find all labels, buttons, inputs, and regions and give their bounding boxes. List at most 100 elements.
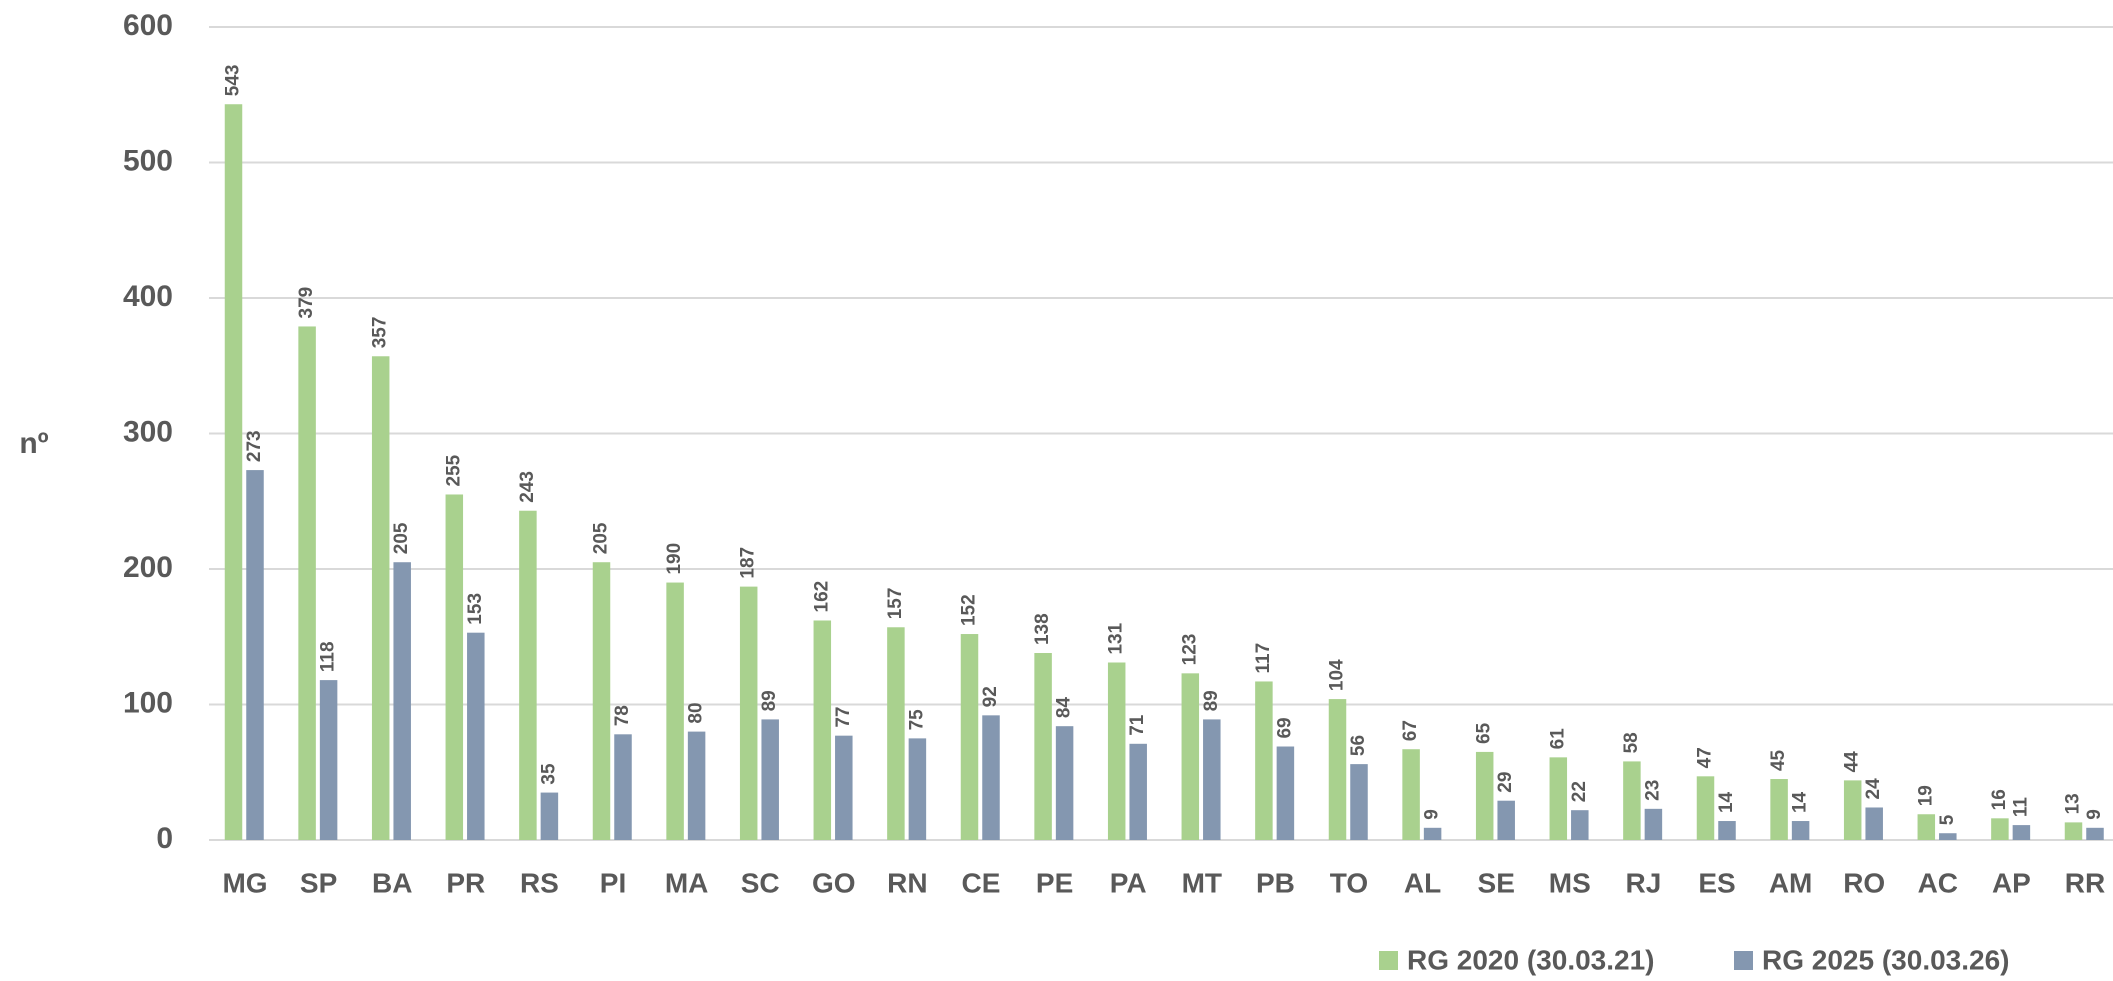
bar (1497, 800, 1515, 840)
x-tick-label: PB (1256, 867, 1295, 898)
x-tick-label: MA (665, 867, 709, 898)
bar (2012, 825, 2031, 840)
value-label: 13 (2063, 793, 2084, 814)
value-label: 56 (1348, 735, 1369, 756)
bar (1791, 821, 1810, 840)
value-label: 273 (244, 430, 265, 462)
x-tick-label: RR (2065, 867, 2105, 898)
bar (761, 719, 779, 840)
value-label: 104 (1327, 659, 1348, 691)
bar (982, 715, 1000, 840)
bar (371, 356, 390, 840)
bar (1350, 764, 1368, 840)
value-label: 75 (906, 709, 927, 731)
x-tick-label: RN (887, 867, 927, 898)
bar (1696, 776, 1715, 840)
bar (687, 731, 706, 840)
value-label: 379 (296, 287, 317, 319)
bar (1644, 808, 1663, 840)
y-tick-label: 100 (123, 686, 173, 719)
value-label: 131 (1106, 622, 1127, 654)
x-tick-label: MS (1549, 867, 1591, 898)
bar (246, 470, 264, 840)
value-label: 255 (443, 454, 464, 486)
bar (1623, 761, 1641, 840)
value-label: 44 (1842, 751, 1863, 773)
value-label: 123 (1179, 634, 1200, 666)
bar (1034, 653, 1052, 840)
bar (319, 680, 338, 840)
x-tick-label: PI (600, 867, 626, 898)
bar (1991, 818, 2009, 840)
bar (1571, 810, 1589, 840)
value-label: 77 (833, 707, 854, 728)
value-label: 78 (612, 705, 633, 726)
value-label: 205 (591, 522, 612, 554)
value-label: 152 (959, 594, 980, 626)
value-label: 89 (1201, 690, 1222, 711)
bar (908, 738, 927, 840)
bar (813, 620, 832, 840)
y-tick-label: 500 (123, 144, 173, 177)
bar (1255, 681, 1273, 840)
bar (467, 632, 485, 840)
bar (666, 582, 684, 840)
value-label: 205 (391, 522, 412, 554)
value-label: 16 (1989, 789, 2010, 810)
x-tick-label: BA (372, 867, 412, 898)
x-tick-label: RO (1843, 867, 1885, 898)
value-label: 543 (223, 65, 244, 97)
bar (1181, 673, 1200, 840)
bar (540, 792, 559, 840)
value-label: 47 (1695, 747, 1716, 768)
bar (1718, 821, 1736, 840)
value-label: 92 (980, 686, 1001, 707)
y-tick-label: 400 (123, 280, 173, 313)
x-tick-label: SE (1478, 867, 1515, 898)
bar (2086, 827, 2104, 840)
bar (1843, 780, 1862, 840)
bar (445, 494, 464, 840)
x-tick-label: AM (1769, 867, 1813, 898)
legend-swatch (1379, 951, 1398, 970)
bar (614, 734, 632, 840)
value-label: 14 (1790, 791, 1811, 813)
bar (887, 627, 905, 840)
value-label: 29 (1495, 772, 1516, 793)
value-label: 71 (1127, 714, 1148, 736)
x-tick-label: TO (1330, 867, 1368, 898)
bar (2064, 822, 2083, 840)
value-label: 89 (759, 690, 780, 711)
x-tick-label: AC (1918, 867, 1958, 898)
x-tick-label: PR (446, 867, 485, 898)
value-label: 65 (1474, 722, 1495, 744)
y-tick-label: 0 (156, 822, 173, 855)
bar (1129, 743, 1147, 840)
y-axis-label: nº (19, 427, 48, 460)
bar (224, 104, 243, 841)
bar (592, 562, 611, 840)
bar (1276, 746, 1295, 840)
y-tick-label: 200 (123, 551, 173, 584)
x-tick-label: ES (1698, 867, 1735, 898)
bar (393, 562, 411, 840)
y-tick-label: 600 (123, 9, 173, 42)
bar (1203, 719, 1221, 840)
value-label: 11 (2010, 797, 2031, 818)
value-label: 138 (1032, 613, 1053, 645)
bar (1475, 751, 1494, 840)
x-tick-label: PA (1110, 867, 1147, 898)
value-label: 24 (1863, 778, 1884, 800)
bar (739, 586, 758, 840)
bar (1770, 779, 1788, 840)
value-label: 35 (538, 763, 559, 785)
bar (960, 634, 979, 840)
bar (835, 735, 853, 840)
value-label: 69 (1274, 717, 1295, 738)
bar (1917, 814, 1936, 840)
x-tick-label: MT (1182, 867, 1222, 898)
x-tick-label: AP (1992, 867, 2031, 898)
x-tick-label: RJ (1626, 867, 1662, 898)
value-label: 187 (738, 547, 759, 579)
